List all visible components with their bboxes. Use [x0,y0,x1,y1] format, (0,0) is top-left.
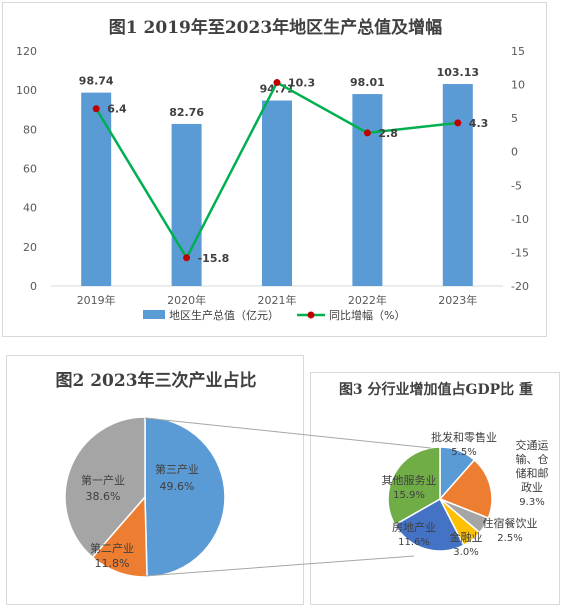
y-left-tick-label: 80 [23,123,37,136]
line-marker [273,79,281,87]
x-tick-label: 2022年 [348,293,387,307]
y-left-tick-label: 60 [23,163,37,176]
line-data-label: -15.8 [198,252,230,265]
y-right-tick-label: -5 [511,179,522,192]
y-right-tick-label: 10 [511,79,525,92]
legend-swatch-marker [307,311,315,319]
y-left-tick-label: 120 [16,45,37,58]
bar-data-label: 94.71 [260,83,295,96]
y-right-tick-label: -15 [511,246,529,259]
y-right-tick-label: 15 [511,45,525,58]
x-tick-label: 2021年 [258,293,297,307]
bar-data-label: 82.76 [169,106,204,119]
bar-data-label: 98.01 [350,76,385,89]
bar-data-label: 98.74 [79,75,114,88]
line-marker [363,129,371,137]
chart-panel-gdp: 图1 2019年至2023年地区生产总值及增幅 0 20 40 60 80 100 120-… [2,2,547,337]
line-data-label: 10.3 [288,77,315,90]
chart-panel-sector: 图3 分行业增加值占GDP比 重 [310,372,560,605]
chart-title-gdp: 图1 2019年至2023年地区生产总值及增幅 [108,18,443,38]
bar [442,84,473,287]
chart-title-industry: 图2 2023年三次产业占比 [55,371,257,391]
bar [262,100,292,287]
x-tick-label: 2020年 [167,293,206,307]
line-marker [183,254,191,262]
line-marker [454,119,462,127]
y-left-tick-label: 40 [23,202,37,215]
chart-panel-industry: 图2 2023年三次产业占比 [6,355,304,605]
legend-label-line: 同比增幅（%） [329,308,405,322]
chart-title-sector: 图3 分行业增加值占GDP比 重 [338,382,534,398]
y-right-tick-label: -10 [511,213,529,226]
line-data-label: 4.3 [469,117,489,130]
x-tick-label: 2019年 [77,293,116,307]
x-tick-label: 2023年 [438,293,477,307]
line-data-label: 2.8 [378,127,398,140]
bar [81,92,112,287]
y-left-tick-label: 20 [23,241,37,254]
y-right-tick-label: 0 [511,146,518,159]
legend-label-bar: 地区生产总值（亿元） [169,308,279,322]
line-data-label: 6.4 [107,103,127,116]
y-left-tick-label: 0 [30,280,37,293]
y-left-tick-label: 100 [16,84,37,97]
line-marker [92,105,100,113]
gdp-chart-svg: 0 20 40 60 80 100 120 -20 -15 -10 -5 0 5 10 15 2019年 202… [16,45,529,322]
y-right-tick-label: 5 [511,112,518,125]
legend-swatch-bar [143,310,165,319]
bar [352,94,383,286]
y-right-tick-label: -20 [511,280,529,293]
bar-data-label: 103.13 [437,66,479,79]
